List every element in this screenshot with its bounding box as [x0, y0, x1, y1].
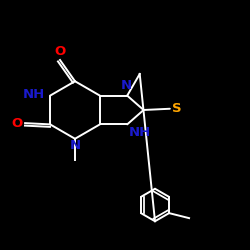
Text: O: O	[12, 116, 23, 130]
Text: NH: NH	[128, 126, 151, 140]
Text: O: O	[54, 45, 66, 58]
Text: N: N	[120, 79, 132, 92]
Text: NH: NH	[22, 88, 44, 101]
Text: S: S	[172, 102, 181, 115]
Text: N: N	[70, 139, 81, 152]
